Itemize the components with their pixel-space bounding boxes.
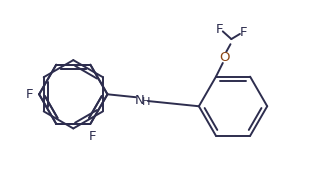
Text: F: F bbox=[88, 130, 96, 143]
Text: N: N bbox=[135, 94, 144, 107]
Text: F: F bbox=[215, 23, 223, 36]
Text: O: O bbox=[219, 51, 230, 64]
Text: H: H bbox=[141, 97, 150, 107]
Text: F: F bbox=[26, 88, 33, 101]
Text: F: F bbox=[240, 26, 247, 39]
